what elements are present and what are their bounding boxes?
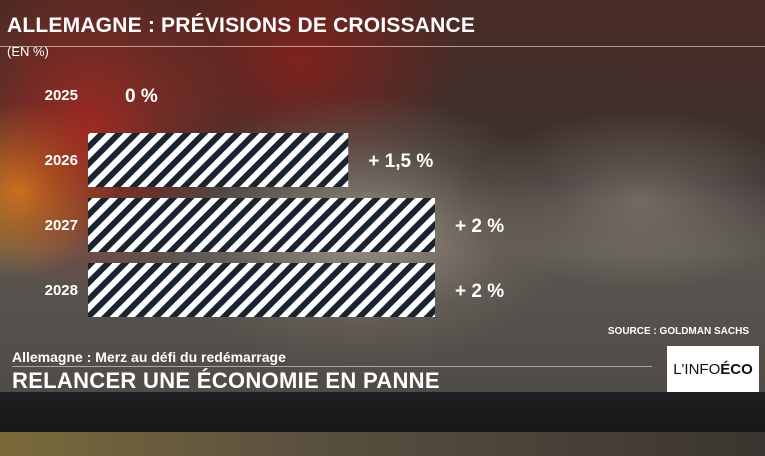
chart-title: ALLEMAGNE : PRÉVISIONS DE CROISSANCE bbox=[7, 14, 476, 37]
title-bar: ALLEMAGNE : PRÉVISIONS DE CROISSANCE bbox=[0, 8, 765, 47]
unit-label: (EN %) bbox=[7, 44, 49, 59]
category-label: 2025 bbox=[45, 87, 78, 104]
data-label: + 1,5 % bbox=[368, 151, 433, 172]
info-eco-logo: L'INFO ÉCO bbox=[667, 346, 759, 392]
title-divider bbox=[0, 46, 765, 47]
data-label: 0 % bbox=[125, 86, 158, 107]
category-label: 2026 bbox=[45, 152, 78, 169]
bottom-strip bbox=[0, 432, 765, 456]
category-label: 2027 bbox=[45, 217, 78, 234]
bar bbox=[88, 133, 349, 187]
source-note: SOURCE : GOLDMAN SACHS bbox=[607, 326, 749, 337]
lower-third-subtitle: Allemagne : Merz au défi du redémarrage bbox=[12, 349, 286, 365]
data-label: + 2 % bbox=[455, 281, 504, 302]
category-label: 2028 bbox=[45, 282, 78, 299]
data-label: + 2 % bbox=[455, 216, 504, 237]
lower-third-band bbox=[0, 392, 765, 432]
logo-text-bold: ÉCO bbox=[720, 360, 753, 378]
bar bbox=[88, 198, 435, 252]
lower-third-headline: RELANCER UNE ÉCONOMIE EN PANNE bbox=[12, 368, 440, 393]
growth-bar-chart: 2025 0 % 2026 + 1,5 % 2027 + 2 % 2028 + 2 % bbox=[45, 86, 504, 317]
lower-third-divider bbox=[12, 366, 652, 367]
bar bbox=[88, 263, 435, 317]
logo-text: L'INFO bbox=[673, 360, 721, 378]
